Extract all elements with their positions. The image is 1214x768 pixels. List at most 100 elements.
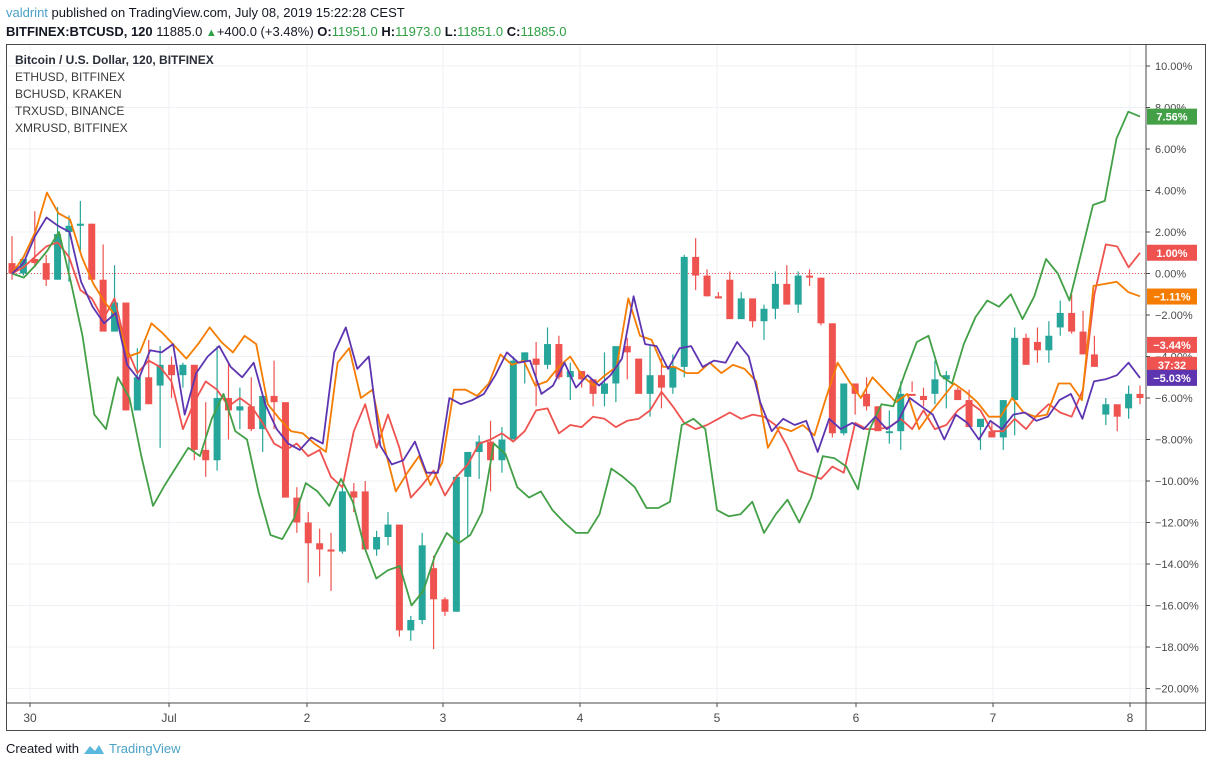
candle-body [76,223,84,226]
price-badge-label: −3.44% [1153,340,1191,352]
candle-body [316,543,324,550]
candle-body [88,223,96,280]
price-badge-label: 1.00% [1156,248,1187,260]
candle-body [635,358,643,394]
y-tick-label: −2.00% [1155,310,1193,322]
candle-body [999,400,1007,438]
created-with-label: Created with [6,741,79,756]
candle-body [1033,341,1041,351]
y-tick-label: −20.00% [1155,684,1199,696]
candle-body [133,377,141,411]
candle-body [737,298,745,320]
candle-body [1011,337,1019,401]
x-tick-label: 30 [23,711,37,725]
x-tick-label: 8 [1127,711,1134,725]
candle-body [270,395,278,403]
y-tick-label: 0.00% [1155,269,1186,281]
publish-line: valdrint published on TradingView.com, J… [6,3,566,22]
candle-body [1136,393,1144,398]
candle-body [646,375,654,394]
candle-body [1079,331,1087,355]
candle-body [156,364,164,386]
close-value: 11885.0 [520,24,567,39]
candle-body [384,524,392,538]
candle-body [669,366,677,388]
candle-body [1056,312,1064,328]
candle-body [988,431,996,438]
candle-body [589,379,597,394]
candle-body [224,398,232,411]
candle-body [965,400,973,428]
price-badge [1147,356,1197,373]
price-change: +400.0 (+3.48%) [216,24,314,39]
low-label: L: [444,24,458,39]
series-line-bchusd [11,191,1141,493]
candle-body [338,491,346,552]
price-badge [1147,108,1197,125]
candle-body [521,352,529,361]
candle-body [350,491,358,498]
high-value: 11973.0 [395,24,442,39]
legend-main-symbol[interactable]: Bitcoin / U.S. Dollar, 120, BITFINEX [15,53,214,67]
legend-item-bchusd[interactable]: BCHUSD, KRAKEN [15,87,122,101]
candle-body [1068,312,1076,332]
candle-body [555,344,563,378]
candle-body [395,524,403,631]
high-label: H: [381,24,396,39]
tradingview-brand-link[interactable]: TradingView [108,741,181,756]
candle-body [840,383,848,434]
x-tick-label: 5 [714,711,721,725]
candle-body [794,275,802,305]
up-triangle-icon: ▲ [205,27,217,39]
low-value: 11851.0 [457,24,504,39]
author-link[interactable]: valdrint [6,5,48,20]
candle-body [487,441,495,461]
candle-body [931,379,939,394]
candle-body [430,568,438,600]
candle-body [1022,337,1030,365]
price-badge [1147,288,1197,305]
candle-body [544,344,552,365]
candle-body [714,296,722,299]
candle-body [441,599,449,612]
price-badge-label: 7.56% [1156,112,1187,124]
y-tick-label: 2.00% [1155,227,1186,239]
series-line-ethusd [11,241,1141,499]
price-badge-label: −5.03% [1153,373,1191,385]
candle-body [168,364,176,376]
y-tick-label: −8.00% [1155,435,1193,447]
legend-item-xmrusd[interactable]: XMRUSD, BITFINEX [15,121,128,135]
candle-body [8,263,16,274]
candle-body [145,377,153,405]
series-line-xmrusd [11,216,1141,474]
legend-item-ethusd[interactable]: ETHUSD, BITFINEX [15,70,126,84]
chart-legend: Bitcoin / U.S. Dollar, 120, BITFINEX ETH… [15,52,214,137]
candle-body [657,375,665,388]
candle-body [749,298,757,322]
candle-body [692,256,700,276]
x-tick-label: 4 [577,711,584,725]
candle-body [1102,404,1110,415]
x-tick-label: Jul [161,711,176,725]
candle-body [817,277,825,324]
candle-body [42,263,50,280]
legend-item-trxusd[interactable]: TRXUSD, BINANCE [15,104,125,118]
candle-body [680,256,688,367]
candle-body [361,491,369,550]
candle-body [942,375,950,380]
candle-body [111,302,119,332]
candle-body [179,364,187,376]
candle-body [1113,404,1121,417]
candle-body [247,406,255,430]
candle-body [509,360,517,440]
candle-body [623,346,631,353]
candle-body [452,476,460,612]
open-label: O: [317,24,332,39]
y-tick-label: −12.00% [1155,518,1199,530]
candle-body [863,393,871,407]
x-tick-label: 3 [440,711,447,725]
x-tick-label: 7 [990,711,997,725]
candle-body [213,398,221,461]
candle-body [1090,354,1098,367]
